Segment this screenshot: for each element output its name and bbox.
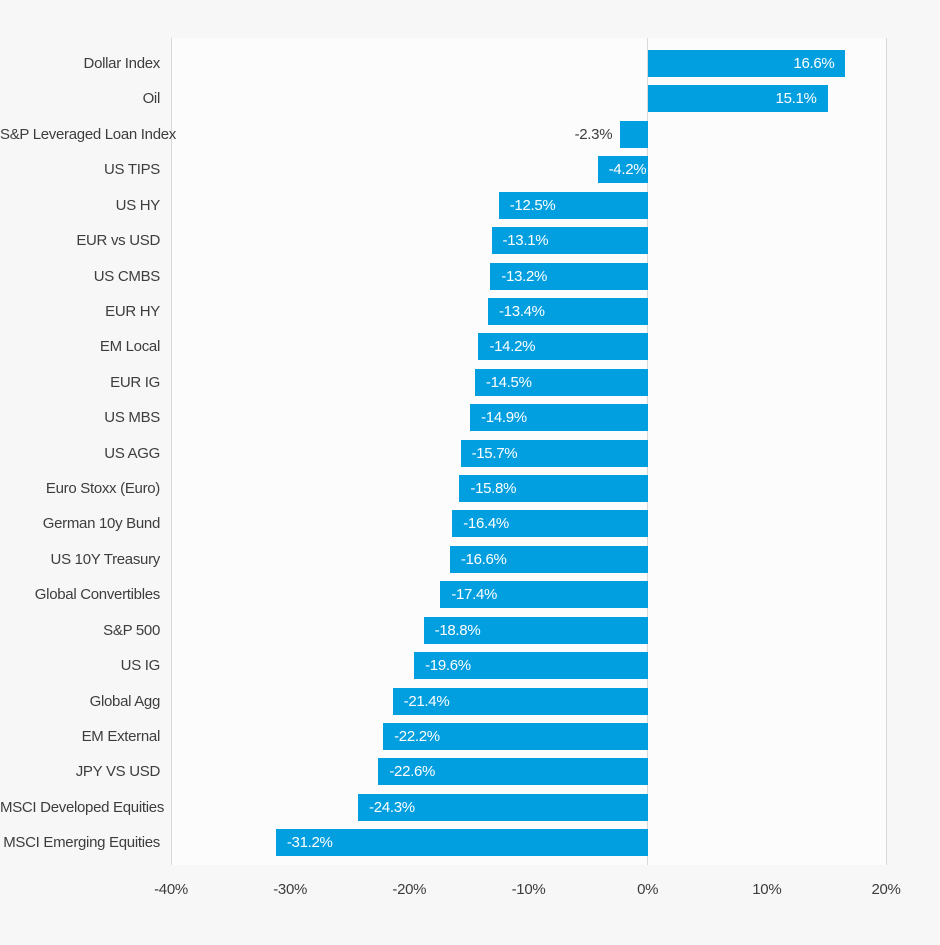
category-label: S&P 500 [103,621,160,639]
bar-4: -12.5% [498,191,648,219]
bar-17: -19.6% [414,652,648,680]
gridline-0pct [647,38,649,865]
bar-value-label: -24.3% [369,798,415,816]
bar-14: -16.6% [449,545,648,573]
bar-15: -17.4% [440,581,648,609]
category-label: Dollar Index [83,55,161,72]
bar-10: -14.9% [470,404,648,432]
plot-area: 16.6% 15.1% -2.3% -4.2% -12.5% -13.1% -13.2% -1… [170,38,887,865]
bar-8: -14.2% [478,333,648,361]
bar-22: -31.2% [275,829,648,857]
bar-0: 16.6% [647,50,846,77]
bar-9: -14.5% [474,368,648,396]
category-label: JPY VS USD [75,763,161,781]
category-label: German 10y Bund [42,515,161,533]
bar-value-label: -31.2% [286,834,333,852]
bar-16: -18.8% [423,616,648,644]
bar-value-label: -15.7% [471,444,518,462]
category-label: Global Convertibles [34,586,161,604]
category-label: EUR HY [105,302,160,320]
bar-value-label: -14.2% [489,338,536,356]
category-label: US HY [115,196,161,214]
category-label: US 10Y Treasury [50,550,161,568]
bar-value-label: -13.2% [501,267,548,285]
bar-value-label: -19.6% [425,657,471,675]
category-label: MSCI Developed Equities [0,798,165,816]
bar-value-label: 15.1% [775,90,817,108]
x-tick-label-10: 10% [752,881,782,898]
category-label: Euro Stoxx (Euro) [45,480,160,498]
bar-value-label: -14.5% [485,373,532,391]
gridline--40pct [170,38,172,865]
x-tick-label--40: -40% [154,881,188,898]
bar-value-label: -2.3% [574,125,613,143]
bar-value-label: -12.5% [509,196,556,214]
category-label: Global Agg [89,692,161,710]
bar-20: -22.6% [378,758,648,786]
bar-6: -13.2% [490,262,648,290]
category-label: Oil [142,90,161,108]
category-label: S&P Leveraged Loan Index [0,125,177,143]
category-label: US AGG [104,444,160,462]
x-tick-label--30: -30% [273,881,308,898]
x-tick-label--20: -20% [392,881,427,898]
category-label: EUR vs USD [76,232,160,250]
category-label: EM External [81,727,161,745]
bar-value-label: -13.4% [498,302,545,320]
bar-5: -13.1% [491,227,648,255]
x-tick-label-0: 0% [637,881,659,898]
x-tick-label--10: -10% [511,881,546,898]
bar-19: -22.2% [383,722,648,750]
bar-value-label: -16.6% [460,550,507,568]
category-label: US MBS [104,409,160,427]
bar-2 [620,120,648,148]
bar-value-label: -16.4% [463,515,509,533]
bar-value-label: -17.4% [451,586,498,604]
bar-value-label: -13.1% [502,232,549,250]
category-label: EM Local [99,338,160,356]
x-tick-label-20: 20% [871,881,901,898]
bar-3: -4.2% [597,156,648,184]
bar-value-label: -22.6% [389,763,436,781]
bar-value-label: -14.9% [481,409,527,427]
bar-21: -24.3% [358,793,648,821]
gridline-20pct [885,38,887,865]
bar-value-label: -21.4% [403,692,450,710]
category-label: EUR IG [110,373,160,391]
bar-11: -15.7% [460,439,648,467]
bar-13: -16.4% [452,510,648,538]
category-label: US TIPS [104,161,160,179]
category-label: US IG [120,657,161,675]
bar-1: 15.1% [647,85,828,113]
category-label: US CMBS [93,267,161,285]
bar-value-label: -18.8% [434,621,481,639]
bar-value-label: -4.2% [608,161,647,179]
bar-12: -15.8% [459,475,648,503]
category-label: MSCI Emerging Equities [3,834,160,852]
bar-18: -21.4% [392,687,648,715]
bar-value-label: -22.2% [394,727,440,745]
bar-value-label: 16.6% [793,55,835,72]
bar-value-label: -15.8% [470,480,517,498]
bar-7: -13.4% [487,297,648,325]
